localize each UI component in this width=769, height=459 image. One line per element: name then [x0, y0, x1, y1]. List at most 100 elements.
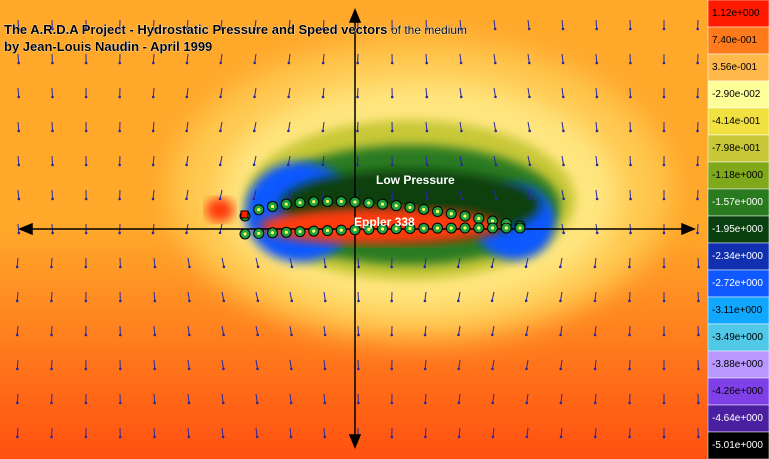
vector-head — [153, 299, 157, 303]
vector-head — [289, 401, 293, 405]
vector-head — [187, 435, 191, 439]
vector — [356, 155, 359, 166]
vector-head — [390, 401, 394, 405]
vector-head — [151, 163, 155, 167]
vector — [527, 87, 530, 97]
vector — [560, 325, 563, 335]
vector-head — [252, 163, 256, 167]
vector-head — [559, 265, 562, 269]
vector — [459, 87, 462, 97]
vector-head — [525, 401, 529, 405]
vector-head — [219, 61, 223, 65]
vector-head — [290, 333, 293, 337]
vector-head — [528, 129, 531, 133]
vector-head — [321, 163, 325, 167]
vector-head — [696, 197, 699, 201]
vector — [323, 291, 326, 301]
vector-head — [253, 61, 256, 65]
panel-core — [339, 228, 343, 232]
vector-head — [15, 299, 19, 303]
vector — [628, 291, 631, 302]
vector-head — [287, 27, 291, 31]
panel-core — [394, 204, 398, 208]
vector-head — [561, 61, 565, 65]
panel-core — [284, 202, 288, 206]
vector — [153, 291, 156, 302]
vector — [425, 19, 428, 30]
panel-core — [325, 199, 330, 204]
vector — [425, 87, 428, 98]
vector-head — [595, 163, 599, 167]
vector-head — [593, 401, 597, 405]
vector-head — [119, 367, 122, 371]
panel-core — [435, 226, 440, 230]
vector-head — [457, 435, 461, 439]
vector — [153, 359, 156, 370]
vector-head — [50, 265, 53, 269]
legend-swatch — [707, 215, 769, 244]
vector — [594, 291, 597, 301]
vector-head — [218, 197, 222, 201]
vector-head — [153, 367, 157, 371]
panel-core — [408, 226, 412, 231]
vector-head — [460, 197, 464, 201]
vector — [186, 121, 189, 131]
vector-head — [457, 367, 461, 371]
vector-head — [321, 129, 325, 133]
legend-label: 3.56e-001 — [712, 62, 757, 73]
vector — [425, 53, 428, 64]
vector-head — [84, 265, 88, 269]
vector-head — [185, 163, 188, 167]
vector-head — [50, 401, 53, 405]
vector-head — [219, 129, 222, 133]
vector-head — [51, 231, 54, 235]
vector — [288, 87, 291, 97]
vector-head — [390, 367, 394, 371]
panel-core — [422, 207, 426, 211]
vector-head — [425, 163, 429, 167]
vector-head — [559, 299, 562, 303]
vector-head — [218, 231, 222, 235]
vector — [527, 189, 531, 199]
vector — [17, 155, 20, 166]
vector — [186, 189, 189, 199]
vector — [491, 325, 495, 335]
vector — [255, 359, 259, 369]
panel-core — [298, 230, 302, 234]
vector — [219, 155, 223, 165]
vector-head — [460, 163, 463, 167]
vector-head — [357, 367, 360, 371]
vector-head — [390, 129, 394, 133]
vector — [527, 155, 531, 165]
leading-edge — [240, 210, 249, 219]
vector-head — [662, 27, 666, 31]
vector — [459, 121, 462, 131]
vector-head — [17, 95, 21, 99]
vector-head — [490, 299, 494, 303]
vector — [187, 427, 190, 438]
vector-head — [118, 27, 122, 31]
vector-head — [357, 401, 360, 405]
vector-head — [662, 265, 666, 269]
vector-head — [425, 129, 429, 133]
vector — [424, 427, 427, 438]
vector — [492, 359, 495, 369]
vector-head — [151, 95, 155, 99]
vector-head — [187, 401, 191, 405]
vector-head — [562, 163, 565, 167]
vector — [322, 189, 325, 199]
vector-head — [696, 129, 699, 133]
vector — [322, 53, 325, 64]
vector — [357, 291, 360, 302]
vector-head — [696, 95, 699, 99]
vector — [357, 257, 360, 268]
vector — [16, 257, 19, 268]
vector — [219, 121, 223, 131]
vector — [424, 291, 427, 301]
legend-label: -4.26e+000 — [712, 386, 763, 397]
vector-head — [324, 265, 327, 269]
vector — [595, 87, 598, 98]
vector-head — [255, 435, 259, 439]
vector-head — [494, 95, 497, 99]
vector-head — [459, 27, 463, 31]
